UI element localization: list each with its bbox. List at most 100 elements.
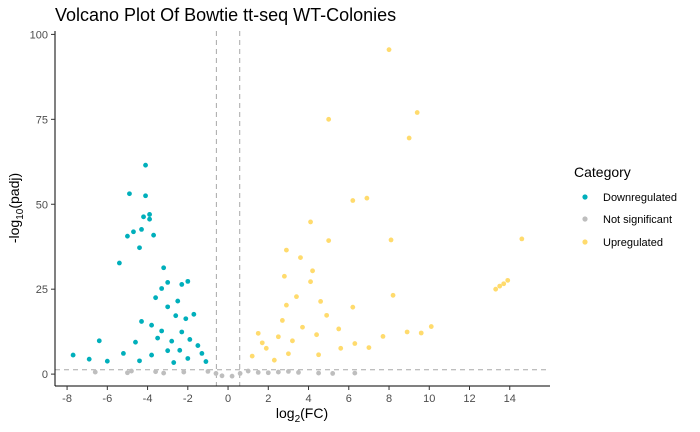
point-downregulated: [165, 279, 171, 285]
point-upregulated: [505, 277, 511, 283]
point-downregulated: [187, 337, 193, 342]
x-tick-label: 12: [463, 393, 475, 405]
y-tick-label: 0: [42, 369, 48, 381]
point-upregulated: [316, 352, 321, 358]
point-downregulated: [155, 335, 161, 341]
point-downregulated: [177, 347, 183, 353]
point-downregulated: [139, 226, 144, 232]
point-downregulated: [137, 245, 142, 251]
point-upregulated: [326, 238, 332, 244]
point-downregulated: [161, 265, 167, 271]
point-downregulated: [121, 350, 126, 356]
point-upregulated: [284, 247, 289, 253]
point-downregulated: [96, 338, 102, 344]
point-not-significant: [255, 370, 261, 375]
point-downregulated: [165, 348, 171, 354]
point-downregulated: [141, 214, 146, 220]
point-downregulated: [153, 295, 159, 301]
legend-marker-downregulated: [582, 194, 588, 200]
threshold-lines: [55, 31, 550, 386]
point-downregulated: [185, 278, 191, 284]
point-upregulated: [336, 326, 342, 332]
point-upregulated: [404, 329, 410, 335]
point-not-significant: [316, 370, 321, 376]
point-upregulated: [406, 135, 412, 141]
point-downregulated: [147, 216, 152, 222]
point-downregulated: [203, 359, 209, 364]
point-upregulated: [284, 302, 289, 308]
point-upregulated: [380, 334, 386, 339]
point-not-significant: [153, 369, 159, 375]
point-not-significant: [245, 368, 251, 374]
point-upregulated: [279, 318, 285, 323]
x-tick-label: 2: [265, 393, 271, 405]
x-tick-label: 8: [386, 393, 392, 405]
x-tick-label: -6: [102, 393, 112, 405]
point-upregulated: [519, 236, 525, 242]
point-upregulated: [350, 198, 356, 203]
point-upregulated: [352, 341, 358, 346]
point-upregulated: [263, 345, 269, 351]
point-upregulated: [338, 345, 344, 351]
x-tick-label: 0: [225, 393, 231, 405]
point-upregulated: [418, 330, 424, 336]
point-downregulated: [116, 260, 122, 266]
point-not-significant: [219, 373, 225, 379]
point-downregulated: [104, 358, 110, 364]
point-downregulated: [199, 350, 205, 356]
point-downregulated: [179, 329, 185, 335]
point-upregulated: [271, 357, 277, 363]
point-downregulated: [175, 298, 181, 304]
x-tick-label: -2: [183, 393, 193, 405]
point-downregulated: [173, 313, 179, 319]
legend-label-downregulated: Downregulated: [603, 192, 677, 204]
y-tick-label: 75: [36, 114, 48, 126]
chart-title: Volcano Plot Of Bowtie tt-seq WT-Colonie…: [55, 5, 396, 25]
point-downregulated: [127, 191, 132, 197]
point-upregulated: [501, 281, 507, 287]
point-upregulated: [388, 237, 394, 243]
point-downregulated: [149, 352, 154, 358]
point-upregulated: [326, 116, 332, 122]
point-upregulated: [350, 304, 356, 310]
point-upregulated: [390, 292, 396, 298]
x-tick-label: 4: [305, 393, 311, 405]
legend-marker-upregulated: [582, 239, 588, 245]
point-downregulated: [86, 356, 92, 362]
y-tick-label: 25: [36, 284, 48, 296]
legend-title: Category: [574, 164, 631, 180]
point-downregulated: [139, 319, 144, 324]
point-downregulated: [125, 233, 130, 239]
point-downregulated: [147, 212, 152, 217]
point-upregulated: [324, 312, 330, 318]
point-not-significant: [129, 368, 134, 374]
x-axis-title: log2(FC): [276, 405, 328, 425]
y-tick-label: 100: [30, 29, 48, 41]
x-tick-label: -4: [143, 393, 153, 405]
point-upregulated: [414, 110, 420, 115]
point-upregulated: [386, 47, 392, 53]
point-downregulated: [169, 338, 175, 344]
y-axis-ticks: 0 25 50 75 100: [30, 29, 55, 381]
point-downregulated: [191, 311, 197, 317]
point-upregulated: [428, 324, 434, 329]
point-downregulated: [131, 229, 136, 235]
point-upregulated: [255, 330, 261, 336]
data-points: [70, 47, 525, 379]
y-axis-title: -log10(padj): [6, 173, 26, 243]
point-upregulated: [318, 299, 324, 304]
point-upregulated: [275, 334, 281, 340]
point-not-significant: [229, 373, 235, 379]
x-tick-label: 14: [504, 393, 516, 405]
point-downregulated: [149, 322, 154, 328]
y-tick-label: 50: [36, 199, 48, 211]
point-upregulated: [290, 338, 295, 344]
point-not-significant: [352, 370, 358, 376]
x-tick-label: 10: [423, 393, 435, 405]
point-upregulated: [497, 283, 503, 289]
point-upregulated: [286, 351, 291, 357]
point-not-significant: [205, 368, 211, 374]
point-downregulated: [137, 358, 142, 364]
point-upregulated: [493, 286, 499, 292]
